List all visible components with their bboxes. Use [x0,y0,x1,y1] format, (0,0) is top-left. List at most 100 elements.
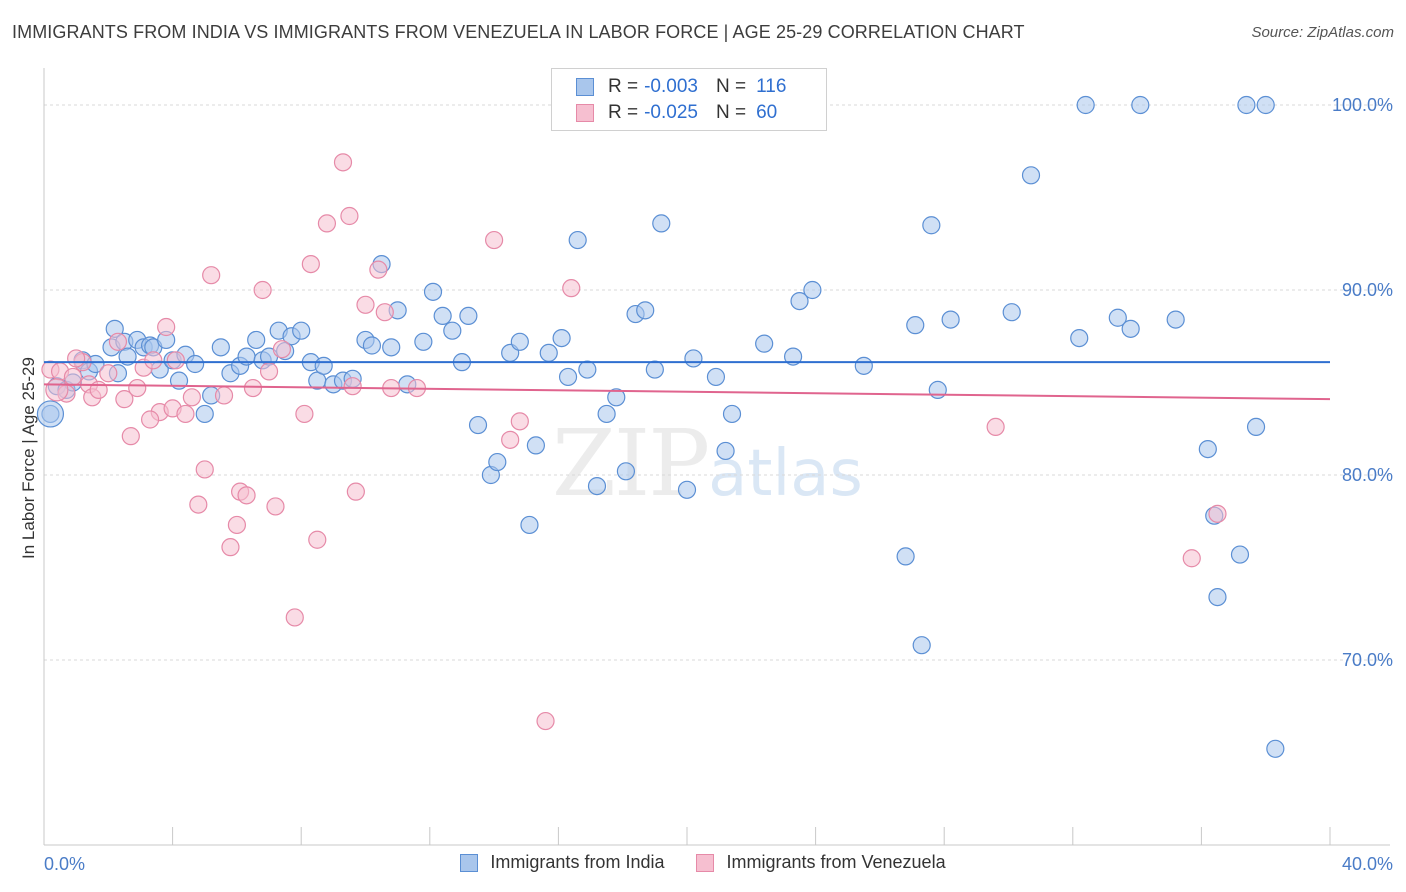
series-legend: Immigrants from India Immigrants from Ve… [0,852,1406,873]
india-point [616,462,636,481]
legend-label-india: Immigrants from India [490,852,665,872]
venezuela-point [562,279,581,298]
india-point [292,321,311,340]
india-point [382,338,401,357]
india-point [896,547,915,566]
y-axis-label: In Labor Force | Age 25-29 [19,357,38,559]
india-point [790,292,809,311]
india-point [652,214,671,233]
venezuela-point [333,153,353,172]
venezuela-point [485,230,504,250]
venezuela-point [202,266,221,285]
venezuela-point [501,430,520,449]
india-point [1198,440,1217,459]
india-point [1230,545,1250,564]
venezuela-point [227,515,246,535]
india-point [36,400,65,428]
venezuela-point [128,378,147,398]
india-point [526,436,545,455]
y-tick-label: 90.0% [1342,280,1393,300]
venezuela-point [182,388,201,407]
india-point [1070,329,1089,348]
india-point [1131,95,1150,115]
chart-title: IMMIGRANTS FROM INDIA VS IMMIGRANTS FROM… [12,22,1025,42]
venezuela-point [157,317,176,337]
venezuela-point [1182,549,1201,568]
india-point [783,347,803,366]
venezuela-point [340,206,359,226]
india-point [1108,308,1127,327]
venezuela-trend-line [43,383,1331,401]
venezuela-point [369,260,388,279]
watermark-zip: ZIP [552,410,710,517]
venezuela-point [214,386,234,405]
venezuela-point [375,303,394,322]
india-point [578,360,597,379]
legend-r-value: -0.025 [644,102,698,123]
india-point [706,367,726,387]
legend-r-value: -0.003 [644,76,698,97]
venezuela-point [176,404,195,424]
legend-n-label: N = [715,76,747,97]
venezuela-point [67,349,86,368]
legend-n-value: 116 [756,76,787,97]
legend-n-label: N = [715,102,747,123]
india-point [684,349,703,368]
venezuela-point [317,214,337,233]
india-point [1076,95,1095,115]
india-point [607,388,626,407]
legend-n-value: 60 [756,102,778,123]
india-point [1208,587,1227,607]
legend-swatch-india [576,78,594,96]
y-tick-label: 100.0% [1332,95,1393,115]
legend-item-venezuela[interactable]: Immigrants from Venezuela [696,852,946,873]
india-point [677,480,697,499]
india-point [468,415,488,435]
venezuela-point [510,412,529,431]
india-point [314,356,333,375]
venezuela-point [259,362,279,381]
venezuela-point [266,497,285,516]
labels-layer: 70.0% 80.0% 90.0% 100.0% 0.0% 40.0% In Labor F… [19,95,1393,874]
venezuela-point [237,486,256,505]
india-point [922,216,941,235]
venezuela-point [285,608,304,627]
india-point [803,280,822,300]
points-layer [36,95,1285,758]
india-point [247,330,266,350]
venezuela-point [221,538,240,557]
venezuela-point [253,280,272,300]
india-point [488,452,507,472]
venezuela-point [99,364,118,383]
venezuela-point [343,377,362,396]
venezuela-point [301,255,320,274]
venezuela-point [45,378,69,402]
india-point [1166,310,1185,329]
legend-swatch-venezuela [576,104,594,122]
y-tick-label: 70.0% [1342,650,1393,670]
india-point [433,306,452,325]
india-point [597,404,616,424]
venezuela-point [295,404,314,424]
india-point [587,477,607,496]
venezuela-point [308,530,327,549]
india-point [755,334,774,353]
india-point [1266,739,1285,758]
india-point [636,301,655,320]
india-point [195,404,214,424]
axes-layer [43,68,1390,846]
india-point [539,343,558,362]
india-point [520,515,539,535]
venezuela-point [536,711,555,731]
india-point [716,441,735,461]
india-point [568,230,587,250]
legend-item-india[interactable]: Immigrants from India [460,852,664,873]
india-point [552,329,571,348]
venezuela-point [195,460,214,479]
trend-layer [43,361,1331,401]
legend-r-label: R = [608,102,639,123]
venezuela-point [144,351,163,370]
x-tick-label: 40.0% [1342,854,1393,874]
venezuela-point [356,295,375,314]
y-tick-label: 80.0% [1342,465,1393,485]
